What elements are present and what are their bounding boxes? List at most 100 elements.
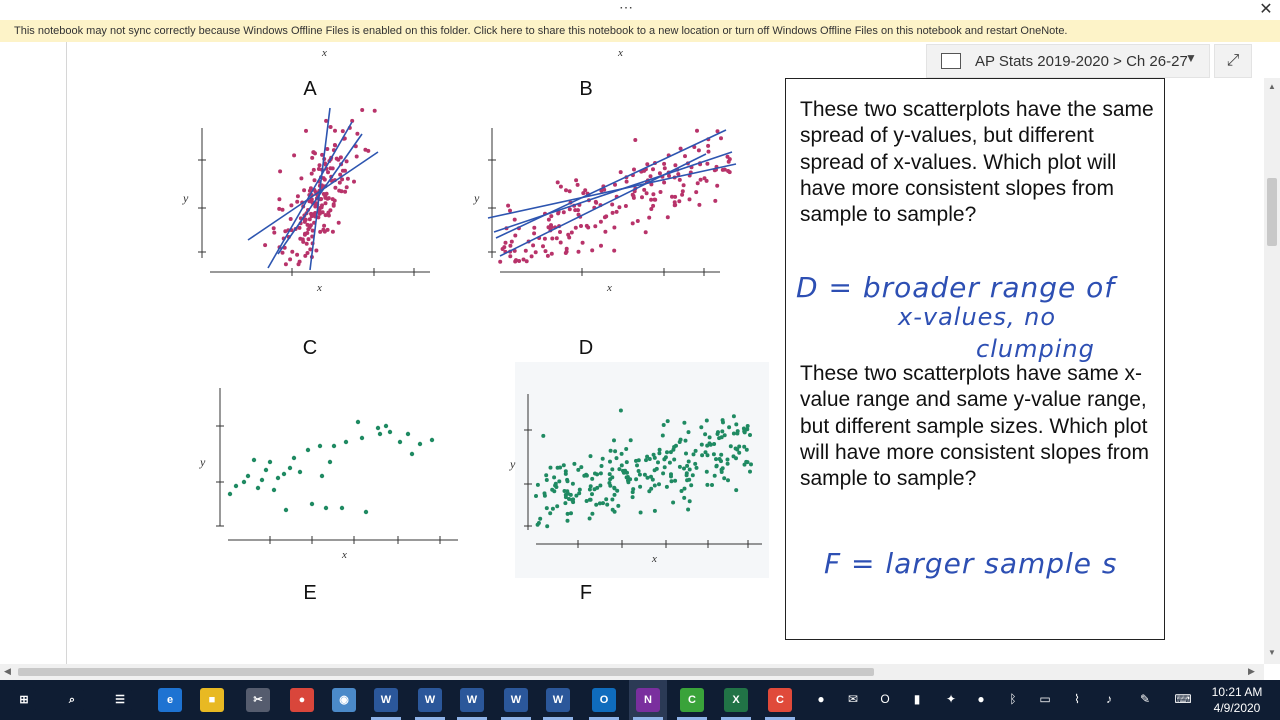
- plot-f-point: [613, 449, 618, 454]
- close-icon[interactable]: ✕: [1259, 1, 1273, 18]
- plot-f-point: [715, 432, 720, 436]
- plot-e-point: [387, 429, 393, 435]
- expand-icon[interactable]: ⤢: [1214, 44, 1252, 78]
- taskbar-edge-icon[interactable]: e: [158, 688, 182, 712]
- plot-c-point: [319, 197, 324, 201]
- taskbar-app-blue-icon[interactable]: ◉: [332, 688, 356, 712]
- scroll-down-icon[interactable]: ▼: [1268, 648, 1276, 657]
- question-2-text[interactable]: These two scatterplots have same x-value…: [800, 362, 1149, 491]
- plot-f-point: [682, 486, 687, 491]
- tray-bluetooth-icon[interactable]: ᛒ: [1009, 692, 1017, 706]
- taskbar-word-4-icon[interactable]: W: [504, 688, 528, 712]
- plot-c-point: [307, 217, 312, 222]
- plot-c-point: [303, 253, 308, 258]
- plot-d-point: [698, 177, 703, 182]
- horizontal-scroll-thumb[interactable]: [18, 668, 874, 676]
- plot-f-point: [664, 484, 669, 489]
- plot-f-point: [731, 431, 736, 436]
- plot-f-point: [535, 482, 540, 487]
- plot-f-point: [552, 475, 557, 480]
- chevron-down-icon[interactable]: ▼: [1185, 51, 1197, 65]
- tray-wifi-icon[interactable]: ⌇: [1074, 692, 1080, 706]
- plot-e-point: [363, 509, 369, 515]
- plot-f-point: [588, 497, 593, 502]
- taskbar-word-3-icon[interactable]: W: [460, 688, 484, 712]
- sync-warning-bar[interactable]: This notebook may not sync correctly bec…: [0, 20, 1280, 42]
- plot-d-point: [574, 178, 579, 183]
- taskbar-word-2-icon[interactable]: W: [418, 688, 442, 712]
- taskbar-file-explorer-icon[interactable]: ■: [200, 688, 224, 712]
- plot-e-point: [227, 491, 233, 497]
- question-1-text[interactable]: These two scatterplots have the same spr…: [800, 98, 1154, 227]
- plot-f-point: [645, 454, 650, 459]
- taskbar-recorder-icon[interactable]: C: [768, 688, 792, 712]
- plot-f-point: [687, 499, 692, 504]
- taskbar-onenote-icon[interactable]: N: [636, 688, 660, 712]
- plot-d-point: [532, 225, 537, 230]
- plot-d-point: [529, 254, 534, 259]
- taskbar-search-icon[interactable]: ⌕: [60, 688, 84, 712]
- more-options-icon[interactable]: ⋯: [619, 0, 633, 15]
- plot-c-point: [305, 251, 310, 255]
- plot-d-point: [599, 243, 603, 248]
- taskbar-running-indicator: [721, 717, 751, 720]
- tray-battery-app-icon[interactable]: ▮: [913, 692, 921, 706]
- vertical-scrollbar[interactable]: ▲ ▼: [1264, 78, 1280, 664]
- handwritten-answer-2[interactable]: F = larger sample s: [824, 547, 1118, 580]
- taskbar-snipping-icon[interactable]: ✂: [246, 688, 270, 712]
- plot-e-x-label: x: [341, 549, 347, 561]
- taskbar-camtasia-icon[interactable]: C: [680, 688, 704, 712]
- plot-f-point: [685, 463, 690, 468]
- horizontal-scrollbar[interactable]: ◀ ▶: [0, 664, 1264, 680]
- vertical-scroll-thumb[interactable]: [1267, 178, 1277, 246]
- notes-textbox[interactable]: These two scatterplots have the same spr…: [785, 78, 1165, 640]
- scroll-right-icon[interactable]: ▶: [1248, 666, 1255, 676]
- plot-d-point: [640, 195, 644, 200]
- tray-outlook-icon[interactable]: O: [880, 692, 890, 706]
- plot-d-point: [618, 170, 623, 175]
- tray-battery-icon[interactable]: ▭: [1039, 692, 1051, 706]
- taskbar-word-5-icon[interactable]: W: [546, 688, 570, 712]
- plot-f-point: [735, 429, 740, 434]
- plot-e-point: [283, 507, 289, 513]
- plot-d-point: [658, 190, 663, 194]
- notebook-breadcrumb[interactable]: AP Stats 2019-2020 > Ch 26-27 ▼: [926, 44, 1210, 78]
- plot-d-point: [533, 250, 538, 255]
- taskbar-start-icon[interactable]: ⊞: [12, 688, 36, 712]
- system-clock[interactable]: 10:21 AM 4/9/2020: [1198, 684, 1276, 716]
- plot-c-point: [360, 108, 365, 112]
- taskbar-word-1-icon[interactable]: W: [374, 688, 398, 712]
- scroll-left-icon[interactable]: ◀: [4, 666, 11, 676]
- tray-mail-icon[interactable]: ✉: [847, 692, 859, 706]
- tray-circle-icon[interactable]: ●: [817, 692, 825, 706]
- tray-pen-icon[interactable]: ✎: [1139, 692, 1151, 706]
- scroll-up-icon[interactable]: ▲: [1268, 82, 1276, 91]
- taskbar-excel-icon[interactable]: X: [724, 688, 748, 712]
- plot-f-point: [665, 419, 670, 424]
- taskbar-task-view-icon[interactable]: ☰: [108, 688, 132, 712]
- plot-d-point: [545, 253, 550, 258]
- plot-c-point: [337, 180, 342, 185]
- plot-d-point: [612, 225, 617, 230]
- handwritten-answer-1-line2[interactable]: x-values, no: [898, 303, 1057, 331]
- taskbar-running-indicator: [457, 717, 487, 720]
- plot-d-point: [580, 240, 585, 245]
- plot-f-point: [712, 473, 717, 478]
- plot-f-point: [685, 478, 690, 483]
- plot-d-point: [673, 194, 678, 199]
- taskbar-chrome-icon[interactable]: ●: [290, 688, 314, 712]
- taskbar-outlook-icon[interactable]: O: [592, 688, 616, 712]
- tray-keyboard-icon[interactable]: ⌨: [1174, 692, 1192, 706]
- plot-f-point: [635, 463, 639, 468]
- tray-volume-icon[interactable]: ♪: [1106, 692, 1112, 706]
- handwritten-answer-1-line1[interactable]: D = broader range of: [796, 271, 1116, 304]
- plot-f-background: [515, 362, 769, 578]
- plot-label-f: F: [579, 582, 593, 604]
- handwritten-answer-1-line3[interactable]: clumping: [976, 335, 1095, 363]
- plot-f-point: [712, 442, 717, 446]
- plot-d-regression-line: [499, 153, 707, 257]
- plot-f-point: [707, 441, 712, 446]
- tray-paint-icon[interactable]: ✦: [945, 692, 957, 706]
- plot-c-point: [302, 188, 307, 193]
- tray-green-icon[interactable]: ●: [977, 692, 985, 706]
